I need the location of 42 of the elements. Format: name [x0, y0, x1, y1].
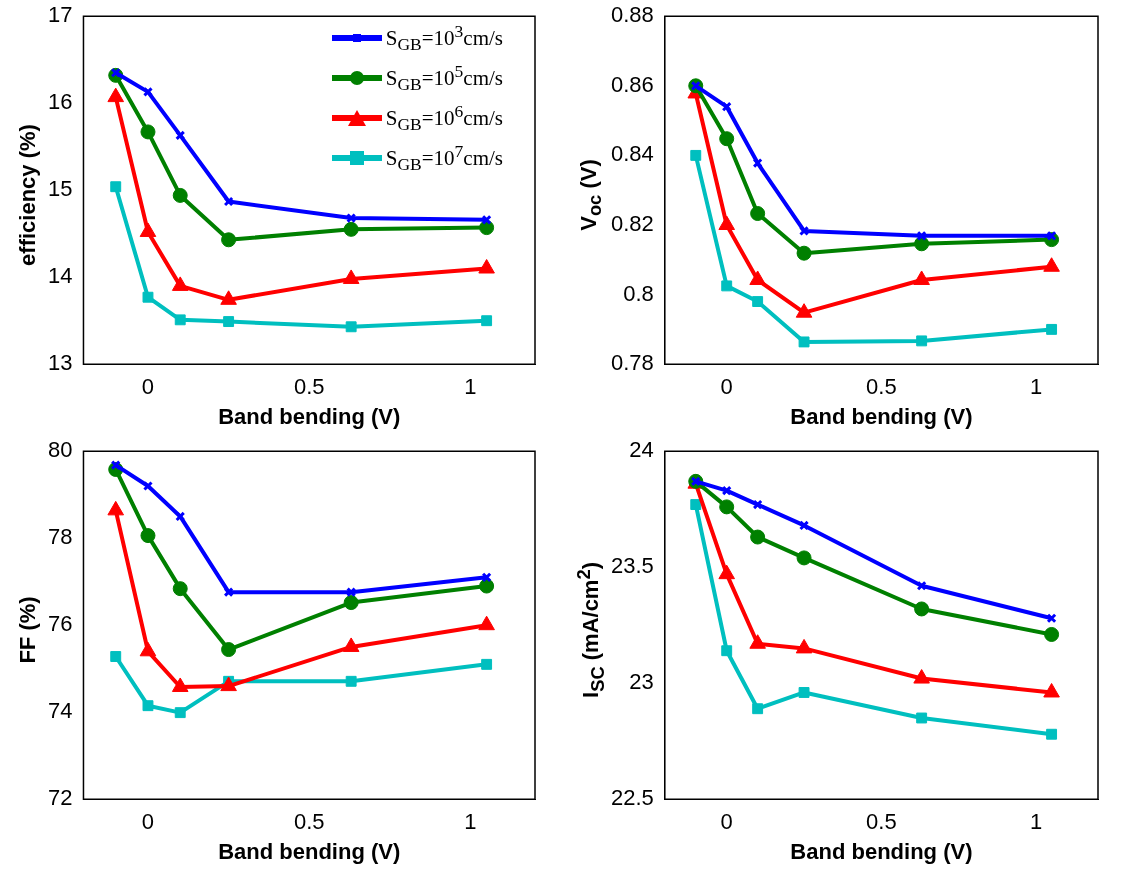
x-tick-label: 0.5 — [293, 809, 325, 835]
y-axis-title: FF (%) — [15, 596, 41, 664]
y-tick-label: 78 — [47, 524, 73, 550]
y-tick-label: 22.5 — [610, 785, 654, 811]
y-tick-label: 15 — [47, 176, 73, 202]
legend-label: S$_{GB}$=10$^{3}$cm/s — [385, 20, 503, 56]
y-tick-label: 14 — [47, 263, 73, 289]
x-axis-title: Band bending (V) — [218, 838, 401, 864]
x-tick-label: 0 — [720, 809, 733, 835]
x-axis-title: Band bending (V) — [218, 403, 401, 429]
y-tick-label: 23.5 — [610, 553, 654, 579]
x-tick-label: 1 — [464, 809, 477, 835]
y-tick-label: 24 — [629, 437, 654, 463]
y-tick-label: 13 — [47, 350, 73, 376]
y-tick-label: 74 — [47, 698, 73, 724]
y-tick-label: 23 — [629, 669, 654, 695]
x-tick-label: 0.5 — [866, 374, 897, 400]
y-tick-label: 0.82 — [610, 211, 654, 237]
y-tick-label: 0.88 — [610, 2, 654, 28]
x-tick-label: 1 — [1029, 809, 1043, 835]
y-axis-title: efficiency (%) — [15, 124, 41, 266]
x-axis-title: Band bending (V) — [790, 838, 973, 864]
x-tick-label: 0.5 — [293, 374, 325, 400]
legend-label: S$_{GB}$=10$^{5}$cm/s — [385, 60, 503, 96]
y-tick-label: 17 — [47, 2, 73, 28]
x-axis-title: Band bending (V) — [790, 403, 973, 429]
legend-label: S$_{GB}$=10$^{6}$cm/s — [385, 100, 503, 136]
x-tick-label: 1 — [464, 374, 477, 400]
x-tick-label: 0 — [141, 374, 155, 400]
y-tick-label: 0.84 — [610, 141, 654, 167]
y-tick-label: 72 — [47, 785, 73, 811]
y-tick-label: 76 — [47, 611, 73, 637]
y-tick-label: 16 — [47, 89, 73, 115]
x-tick-label: 0 — [720, 374, 733, 400]
x-tick-label: 0.5 — [866, 809, 897, 835]
y-tick-label: 0.78 — [610, 350, 654, 376]
y-tick-label: 80 — [47, 437, 73, 463]
y-tick-label: 0.86 — [610, 71, 654, 97]
x-tick-label: 0 — [141, 809, 155, 835]
y-tick-label: 0.8 — [623, 280, 654, 306]
x-tick-label: 1 — [1029, 374, 1043, 400]
legend-label: S$_{GB}$=10$^{7}$cm/s — [385, 140, 503, 176]
